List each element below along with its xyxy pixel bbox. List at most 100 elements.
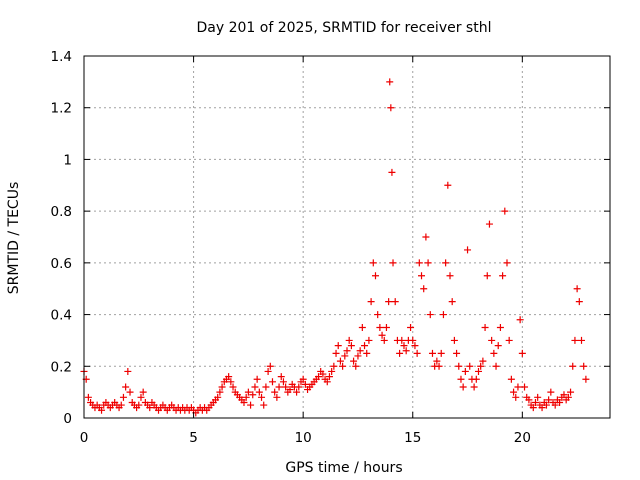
plot-frame <box>83 55 611 419</box>
data-point <box>264 367 272 375</box>
data-point <box>464 246 472 254</box>
x-tick-label: 5 <box>189 430 198 446</box>
data-point <box>343 347 351 355</box>
y-tick-label: 0.4 <box>51 308 72 324</box>
data-point <box>347 342 355 350</box>
data-point <box>119 393 127 401</box>
data-point <box>139 388 147 396</box>
data-point <box>420 285 428 293</box>
data-point <box>374 311 382 319</box>
data-point <box>488 336 496 344</box>
data-point <box>483 272 491 280</box>
data-point <box>560 391 568 399</box>
data-point <box>262 383 270 391</box>
data-point <box>382 324 390 331</box>
chart-title: Day 201 of 2025, SRMTID for receiver sth… <box>197 20 492 36</box>
data-point <box>521 383 529 391</box>
data-point <box>455 362 463 370</box>
data-point <box>457 375 465 383</box>
data-point <box>567 388 575 396</box>
data-point <box>268 378 276 386</box>
data-point <box>426 311 434 319</box>
data-point <box>435 362 443 370</box>
data-point <box>260 401 268 409</box>
data-point <box>135 401 143 409</box>
data-point <box>279 378 287 386</box>
data-point <box>273 393 281 401</box>
data-point <box>376 324 384 331</box>
data-point <box>479 357 487 365</box>
data-point <box>525 396 533 404</box>
data-point <box>547 388 555 396</box>
data-point <box>354 352 362 360</box>
data-point <box>411 342 419 350</box>
data-point <box>293 388 301 396</box>
data-point <box>507 375 515 383</box>
data-point <box>575 298 583 306</box>
y-axis-label: SRMTID / TECUs <box>6 182 22 295</box>
y-tick-label: 0.2 <box>51 359 72 375</box>
data-point <box>542 401 550 409</box>
data-point <box>551 401 559 409</box>
data-point <box>407 324 415 331</box>
data-point <box>124 367 132 375</box>
data-point <box>240 398 248 406</box>
data-point <box>578 336 586 344</box>
data-point <box>444 181 452 189</box>
data-point <box>439 311 447 319</box>
data-point <box>518 349 526 357</box>
data-point <box>448 298 456 306</box>
axes <box>83 55 611 419</box>
data-point <box>358 324 366 331</box>
data-point <box>356 347 364 355</box>
data-point <box>433 357 441 365</box>
data-point <box>492 362 500 370</box>
data-point <box>216 388 224 396</box>
data-point <box>453 349 461 357</box>
data-point <box>503 259 511 267</box>
data-point <box>485 220 493 228</box>
data-point <box>378 331 386 339</box>
data-point <box>301 380 309 388</box>
data-point <box>380 336 388 344</box>
tick-labels: 0 0.2 0.4 0.6 0.8 1 1.2 1.4 0 5 10 15 20 <box>51 49 531 446</box>
y-tick-label: 0.6 <box>51 256 72 272</box>
data-point <box>146 404 154 412</box>
data-point <box>396 349 404 357</box>
data-point <box>514 383 522 391</box>
data-point <box>258 393 266 401</box>
y-tick-label: 1 <box>63 152 72 168</box>
grid-lines <box>84 56 610 418</box>
data-point <box>350 357 358 365</box>
data-point <box>428 349 436 357</box>
data-point <box>389 259 397 267</box>
data-point <box>253 375 261 383</box>
data-point <box>341 352 349 360</box>
data-point <box>459 383 467 391</box>
data-point <box>229 383 237 391</box>
data-point <box>501 207 509 215</box>
data-point <box>569 362 577 370</box>
data-point <box>413 349 421 357</box>
data-point <box>391 298 399 306</box>
data-point <box>466 362 474 370</box>
data-point <box>531 398 539 406</box>
data-point <box>369 259 377 267</box>
data-point <box>564 393 572 401</box>
data-point <box>323 378 331 386</box>
data-point <box>325 373 333 381</box>
data-point <box>475 367 482 375</box>
data-point <box>339 362 347 370</box>
data-point <box>582 375 590 383</box>
data-point <box>538 404 546 412</box>
data-point <box>137 393 145 401</box>
data-point <box>295 383 303 391</box>
data-point <box>494 342 502 350</box>
data-point <box>251 383 259 391</box>
x-tick-label: 0 <box>80 430 89 446</box>
data-point <box>446 272 454 280</box>
data-point <box>286 386 294 394</box>
data-point <box>472 375 480 383</box>
data-point <box>450 336 458 344</box>
